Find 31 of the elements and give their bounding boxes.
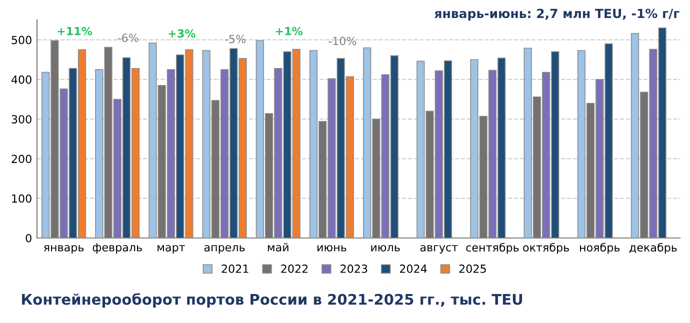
text: Контейнерооборот портов России в 2021-2025 гг., тыс. TEU bbox=[22, 293, 522, 308]
x-tick-label: январь bbox=[44, 245, 84, 254]
x-tick-label: июнь bbox=[318, 245, 346, 252]
legend-label: 2022 bbox=[281, 264, 308, 273]
x-tick-label: февраль bbox=[92, 243, 142, 254]
x-tick-label: июль bbox=[371, 245, 400, 252]
x-tick-label: сентябрь bbox=[466, 242, 519, 254]
legend-label: 2023 bbox=[340, 264, 368, 273]
y-tick-label: 100 bbox=[12, 194, 32, 203]
y-tick-label: 0 bbox=[26, 234, 32, 242]
x-tick-label: апрель bbox=[204, 245, 245, 254]
y-tick-label: 500 bbox=[12, 36, 32, 44]
x-tick-label: май bbox=[268, 242, 288, 252]
x-tick-label: август bbox=[420, 245, 458, 254]
y-tick-label: 400 bbox=[11, 75, 32, 84]
annotation: -5% bbox=[224, 34, 246, 44]
y-tick-label: 200 bbox=[12, 154, 32, 164]
legend-label: 2021 bbox=[222, 264, 248, 273]
x-tick-label: декабрь bbox=[630, 242, 677, 254]
legend-label: 2024 bbox=[400, 264, 427, 273]
legend-label: 2025 bbox=[459, 264, 486, 273]
annotation: +11% bbox=[58, 26, 92, 36]
annotation: +1% bbox=[276, 26, 303, 36]
annotation: +3% bbox=[168, 29, 196, 38]
chart-subtitle: январь-июнь: 2,7 млн TEU, -1% г/г bbox=[434, 8, 680, 21]
annotation: -10% bbox=[328, 36, 356, 46]
y-tick-label: 300 bbox=[12, 115, 32, 124]
annotation: -6% bbox=[118, 34, 138, 42]
x-tick-label: март bbox=[158, 245, 185, 254]
x-tick-label: октябрь bbox=[523, 242, 569, 254]
x-tick-label: ноябрь bbox=[580, 242, 620, 254]
